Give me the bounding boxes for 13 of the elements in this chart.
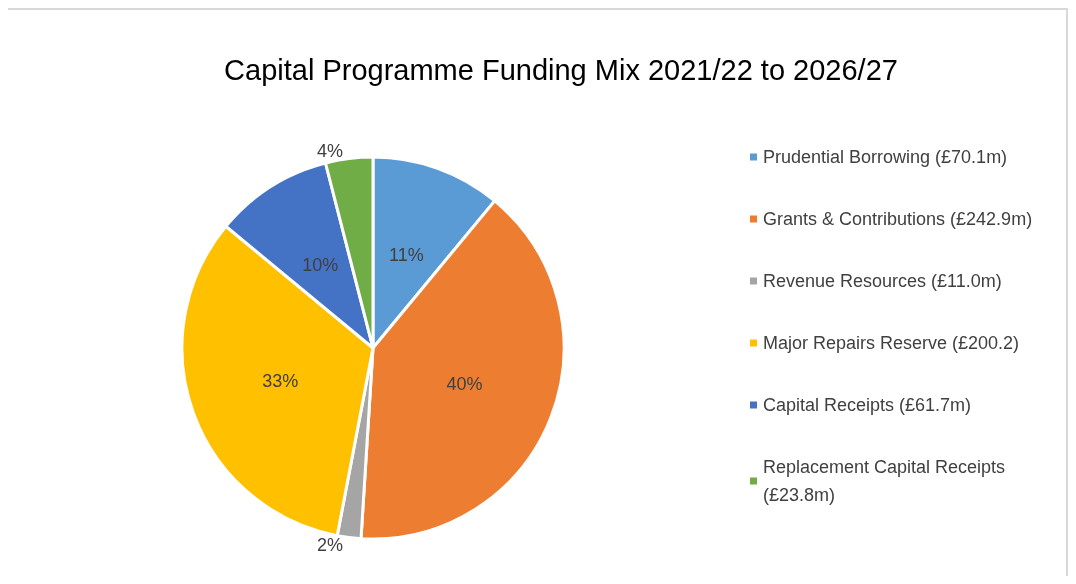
data-label: 4% xyxy=(317,140,344,161)
legend-label: Prudential Borrowing (£70.1m) xyxy=(763,147,1008,167)
legend-label: Capital Receipts (£61.7m) xyxy=(763,395,972,415)
data-label: 10% xyxy=(302,254,339,275)
data-label: 33% xyxy=(262,371,299,392)
legend-label: Revenue Resources (£11.0m) xyxy=(763,271,1002,291)
data-label: 11% xyxy=(389,245,424,266)
legend-label: Major Repairs Reserve (£200.2) xyxy=(763,333,1020,353)
data-label: 2% xyxy=(317,535,344,556)
legend-label: Replacement Capital Receipts (£23.8m) xyxy=(763,457,1011,505)
chart-title: Capital Programme Funding Mix 2021/22 to 2026/27 xyxy=(224,53,898,86)
data-label: 40% xyxy=(446,374,483,395)
legend-label: Grants & Contributions (£242.9m) xyxy=(763,209,1033,229)
